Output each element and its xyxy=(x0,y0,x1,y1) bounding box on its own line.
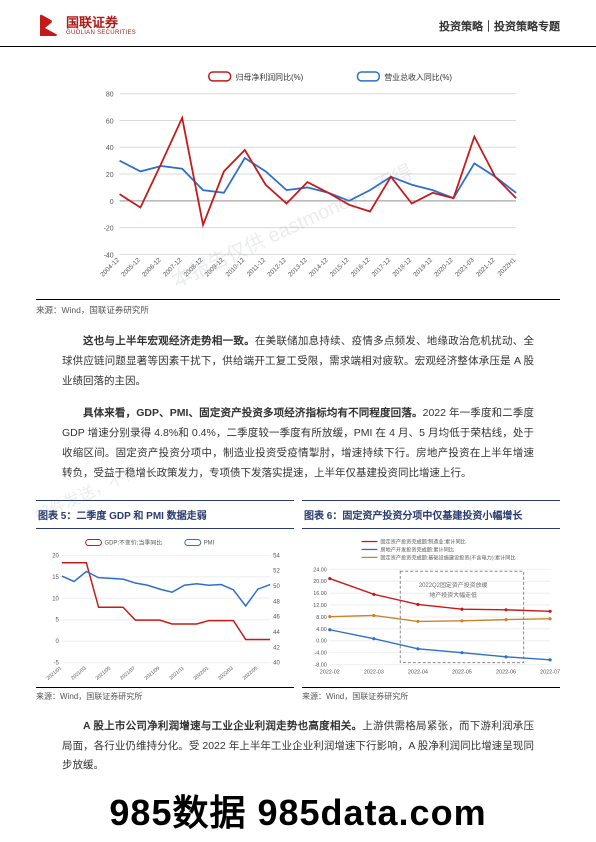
svg-text:-40: -40 xyxy=(104,252,114,259)
para3-bold: A 股上市公司净利润增速与工业企业利润走势也高度相关。 xyxy=(83,720,362,732)
header-category: 投资策略｜投资策略专题 xyxy=(439,18,560,34)
svg-text:20: 20 xyxy=(106,172,114,179)
charts-row: 图表 5：二季度 GDP 和 PMI 数据走弱 GDP:不变价:当季同比 PMI -… xyxy=(36,500,560,705)
svg-text:12.00: 12.00 xyxy=(313,603,327,609)
svg-text:52: 52 xyxy=(273,568,280,574)
svg-text:2022-03: 2022-03 xyxy=(364,669,384,675)
svg-text:42: 42 xyxy=(273,645,280,651)
svg-text:2005-12: 2005-12 xyxy=(120,256,142,278)
svg-text:-4.00: -4.00 xyxy=(314,650,326,656)
svg-text:2021/01: 2021/01 xyxy=(46,665,64,681)
chart6-source: 来源：Wind，国联证券研究所 xyxy=(302,687,560,705)
svg-text:80: 80 xyxy=(106,92,114,99)
svg-text:0: 0 xyxy=(110,199,114,206)
svg-text:16.00: 16.00 xyxy=(313,591,327,597)
svg-text:2008-12: 2008-12 xyxy=(183,256,205,278)
svg-text:-8.00: -8.00 xyxy=(314,662,326,668)
svg-text:PMI: PMI xyxy=(204,540,215,546)
svg-text:20.00: 20.00 xyxy=(313,579,327,585)
svg-text:归母净利润同比(%): 归母净利润同比(%) xyxy=(236,72,304,82)
svg-text:2010-12: 2010-12 xyxy=(225,256,247,278)
svg-text:50: 50 xyxy=(273,584,280,590)
chart6-title: 图表 6：固定资产投资分项中仅基建投资小幅增长 xyxy=(302,500,560,529)
svg-text:营业总收入同比(%): 营业总收入同比(%) xyxy=(384,72,452,82)
svg-text:2013-12: 2013-12 xyxy=(287,256,309,278)
svg-text:5: 5 xyxy=(56,617,60,623)
svg-text:2022-07: 2022-07 xyxy=(540,669,560,675)
svg-text:44: 44 xyxy=(273,630,280,636)
logo-text-cn: 国联证券 xyxy=(66,16,136,30)
svg-text:固定资产投资完成额:基础设施建设投资(不含电力):累计同比: 固定资产投资完成额:基础设施建设投资(不含电力):累计同比 xyxy=(380,553,515,561)
svg-text:2022-04: 2022-04 xyxy=(408,669,428,675)
svg-text:2016-12: 2016-12 xyxy=(350,256,372,278)
chart5-source: 来源：Wind，国联证券研究所 xyxy=(36,687,294,705)
svg-text:4.00: 4.00 xyxy=(316,626,327,632)
svg-text:2022-05: 2022-05 xyxy=(452,669,472,675)
logo-text-en: GUOLIAN SECURITIES xyxy=(66,30,136,37)
page-header: 国联证券 GUOLIAN SECURITIES 投资策略｜投资策略专题 xyxy=(0,0,596,47)
chart5-title: 图表 5：二季度 GDP 和 PMI 数据走弱 xyxy=(36,500,294,529)
svg-text:2022/01: 2022/01 xyxy=(193,665,211,681)
svg-text:2009-12: 2009-12 xyxy=(204,256,226,278)
svg-text:2021-03: 2021-03 xyxy=(454,256,476,278)
svg-text:15: 15 xyxy=(52,574,59,580)
logo-icon xyxy=(36,14,60,38)
svg-text:2012-12: 2012-12 xyxy=(266,256,288,278)
svg-text:-20: -20 xyxy=(104,226,114,233)
main-chart: 归母净利润同比(%) 营业总收入同比(%) -40 -20 0 20 40 60 80 2004-… xyxy=(70,65,526,295)
svg-text:2022/05: 2022/05 xyxy=(242,665,260,681)
paragraph-2: 具体来看，GDP、PMI、固定资产投资多项经济指标均有不同程度回落。2022 年… xyxy=(62,404,534,484)
svg-text:40: 40 xyxy=(273,660,280,666)
logo: 国联证券 GUOLIAN SECURITIES xyxy=(36,14,136,38)
paragraph-3: A 股上市公司净利润增速与工业企业利润走势也高度相关。上游供需格局紧张，而下游利… xyxy=(62,717,534,777)
svg-text:0.00: 0.00 xyxy=(316,638,327,644)
svg-text:2004-12: 2004-12 xyxy=(99,256,121,278)
chart5-col: 图表 5：二季度 GDP 和 PMI 数据走弱 GDP:不变价:当季同比 PMI -… xyxy=(36,500,294,705)
svg-text:2021/09: 2021/09 xyxy=(144,665,162,681)
svg-text:48: 48 xyxy=(273,599,280,605)
para2-bold: 具体来看，GDP、PMI、固定资产投资多项经济指标均有不同程度回落。 xyxy=(83,407,423,419)
svg-text:40: 40 xyxy=(106,145,114,152)
svg-text:2017-12: 2017-12 xyxy=(371,256,393,278)
svg-text:2022-02: 2022-02 xyxy=(320,669,340,675)
chart6-col: 图表 6：固定资产投资分项中仅基建投资小幅增长 固定资产投资完成额:制造业:累计… xyxy=(302,500,560,705)
svg-text:-5: -5 xyxy=(54,660,60,666)
svg-text:2021-12: 2021-12 xyxy=(475,256,497,278)
svg-text:2022-06: 2022-06 xyxy=(496,669,516,675)
svg-text:房地产开发投资完成额:累计同比: 房地产开发投资完成额:累计同比 xyxy=(380,545,454,553)
svg-text:10: 10 xyxy=(52,596,59,602)
svg-text:2011-12: 2011-12 xyxy=(246,256,268,278)
svg-text:2014-12: 2014-12 xyxy=(308,256,330,278)
svg-text:0: 0 xyxy=(56,639,60,645)
svg-text:2022/03: 2022/03 xyxy=(217,665,235,681)
svg-text:8.00: 8.00 xyxy=(316,614,327,620)
svg-text:60: 60 xyxy=(106,118,114,125)
svg-text:2021/07: 2021/07 xyxy=(119,665,137,681)
svg-text:46: 46 xyxy=(273,614,280,620)
svg-text:2015-12: 2015-12 xyxy=(329,256,351,278)
para1-bold: 这也与上半年宏观经济走势相一致。 xyxy=(83,335,255,347)
svg-text:2022Q2固定资产投资放缓: 2022Q2固定资产投资放缓 xyxy=(419,581,488,589)
svg-text:2021/05: 2021/05 xyxy=(95,665,113,681)
footer-watermark: 985数据 985data.com xyxy=(0,784,596,836)
svg-text:2021/11: 2021/11 xyxy=(168,665,185,681)
svg-text:2021/03: 2021/03 xyxy=(70,665,88,681)
svg-text:2020-12: 2020-12 xyxy=(433,256,455,278)
svg-text:2007-12: 2007-12 xyxy=(162,256,184,278)
svg-text:2019-12: 2019-12 xyxy=(412,256,434,278)
paragraph-1: 这也与上半年宏观经济走势相一致。在美联储加息持续、疫情多点频发、地缘政治危机扰动… xyxy=(62,332,534,392)
main-chart-source: 来源：Wind，国联证券研究所 xyxy=(36,299,560,320)
svg-text:2022H1: 2022H1 xyxy=(497,256,518,277)
svg-text:54: 54 xyxy=(273,553,280,559)
svg-text:24.00: 24.00 xyxy=(313,567,327,573)
svg-text:2018-12: 2018-12 xyxy=(391,256,413,278)
svg-text:固定资产投资完成额:制造业:累计同比: 固定资产投资完成额:制造业:累计同比 xyxy=(380,537,465,545)
svg-text:2006-12: 2006-12 xyxy=(141,256,163,278)
svg-text:GDP:不变价:当季同比: GDP:不变价:当季同比 xyxy=(104,538,162,546)
svg-text:20: 20 xyxy=(52,553,59,559)
svg-text:地产投资大幅走低: 地产投资大幅走低 xyxy=(429,591,477,599)
